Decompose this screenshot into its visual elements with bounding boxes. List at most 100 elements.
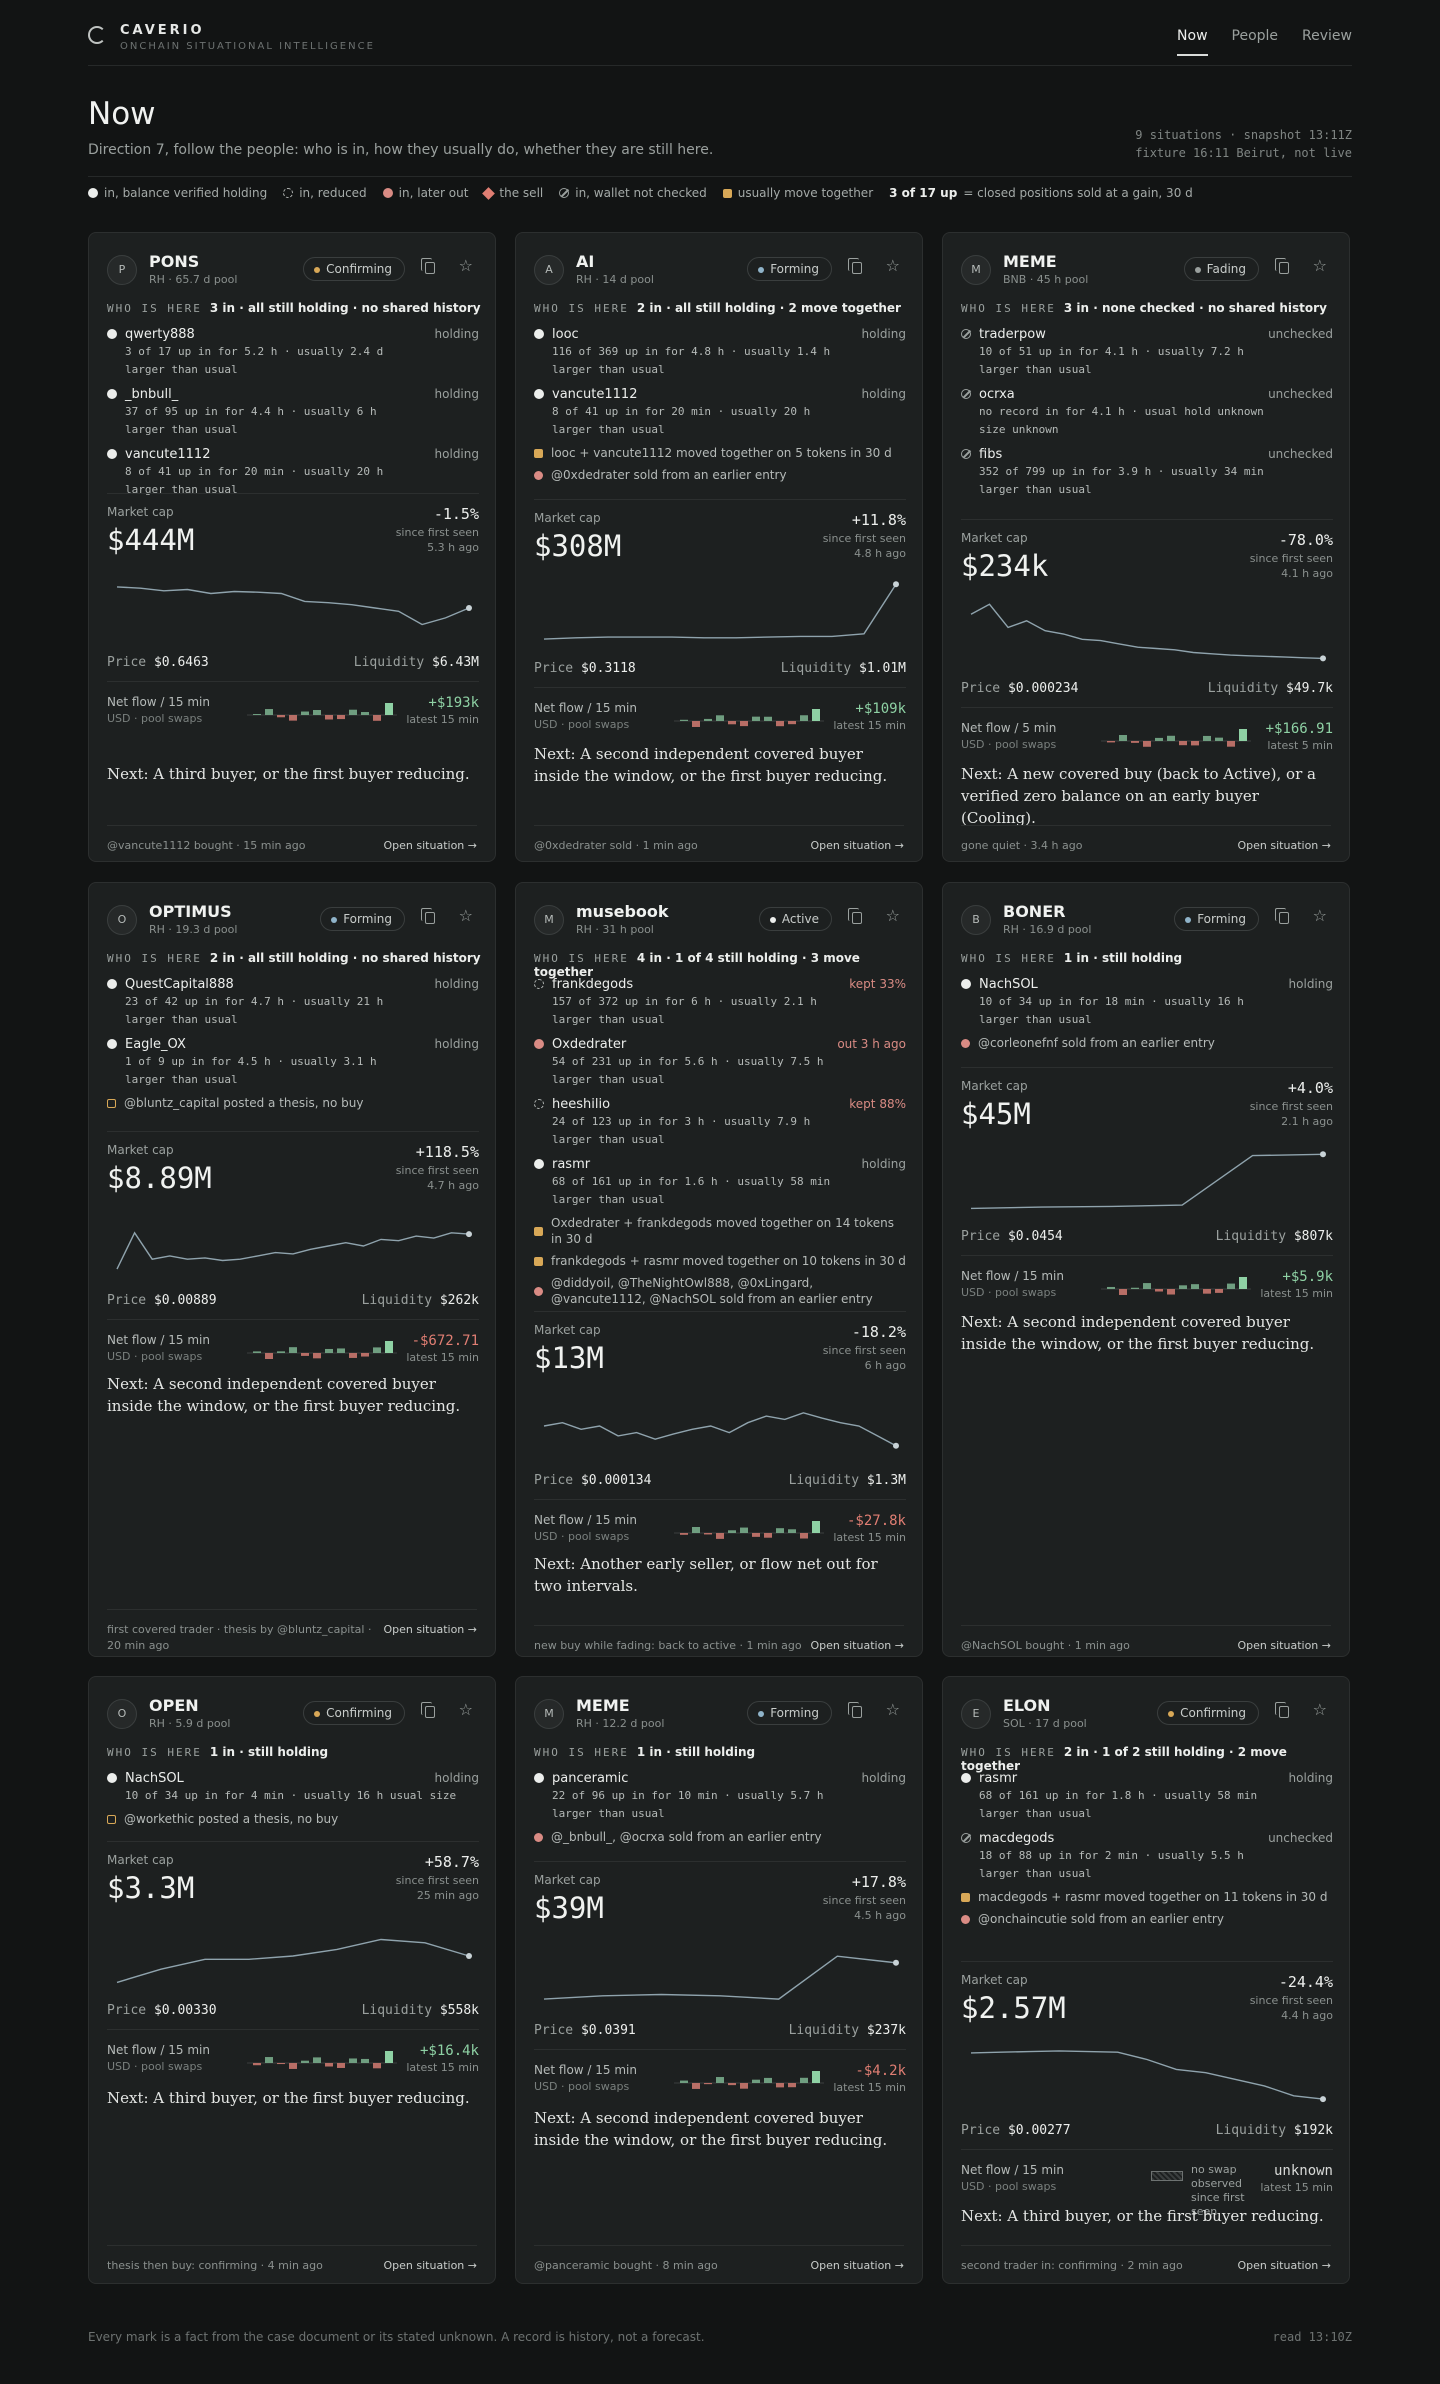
situation-card-ai[interactable]: A AI RH · 14 d pool Forming ☆ WHO IS HERE 2 in… — [515, 232, 923, 862]
copy-icon[interactable] — [848, 1702, 862, 1718]
copy-icon[interactable] — [1275, 908, 1289, 924]
trader-name[interactable]: QuestCapital888 — [125, 976, 234, 992]
situation-card-pons[interactable]: P PONS RH · 65.7 d pool Confirming ☆ WHO IS H… — [88, 232, 496, 862]
holding-status-icon — [961, 1833, 971, 1843]
trader-name[interactable]: heeshilio — [552, 1096, 611, 1112]
price-liquidity-row: Price $0.6463 Liquidity $6.43M — [107, 655, 479, 670]
person-row[interactable]: vancute1112 holding 8 of 41 up in for 20 … — [107, 445, 479, 499]
trader-name[interactable]: NachSOL — [979, 976, 1038, 992]
person-row[interactable]: Oxdedrater out 3 h ago 54 of 231 up in fo… — [534, 1035, 906, 1089]
trader-name[interactable]: NachSOL — [125, 1770, 184, 1786]
flow-sub: USD · pool swaps — [961, 2180, 1057, 2193]
price-sparkline[interactable] — [107, 567, 479, 647]
price-sparkline[interactable] — [534, 1385, 906, 1465]
trader-name[interactable]: traderpow — [979, 326, 1046, 342]
open-situation-link[interactable]: Open situation → — [810, 1639, 904, 1652]
not-checked-icon — [559, 188, 570, 198]
trader-name[interactable]: rasmr — [979, 1770, 1018, 1786]
next-condition: Next: A third buyer, or the first buyer … — [961, 2207, 1324, 2225]
trader-name[interactable]: frankdegods — [552, 976, 634, 992]
nav-now[interactable]: Now — [1177, 28, 1208, 56]
situation-card-meme[interactable]: M MEME BNB · 45 h pool Fading ☆ WHO IS HERE 3 … — [942, 232, 1350, 862]
situation-note: @0xdedrater sold from an earlier entry — [534, 467, 906, 483]
person-row[interactable]: qwerty888 holding 3 of 17 up in for 5.2 h… — [107, 325, 479, 379]
trader-name[interactable]: Oxdedrater — [552, 1036, 627, 1052]
person-row[interactable]: NachSOL holding 10 of 34 up in for 18 min… — [961, 975, 1333, 1029]
trader-name[interactable]: rasmr — [552, 1156, 591, 1172]
copy-icon[interactable] — [1275, 258, 1289, 274]
flow-bar — [680, 2080, 688, 2083]
open-situation-link[interactable]: Open situation → — [1237, 1639, 1331, 1652]
copy-icon[interactable] — [848, 908, 862, 924]
flow-bar — [680, 719, 688, 721]
star-icon[interactable]: ☆ — [458, 906, 473, 925]
price-sparkline[interactable] — [961, 1141, 1333, 1221]
trader-name[interactable]: vancute1112 — [125, 446, 211, 462]
person-row[interactable]: vancute1112 holding 8 of 41 up in for 20 … — [534, 385, 906, 439]
person-row[interactable]: rasmr holding 68 of 161 up in for 1.6 h ·… — [534, 1155, 906, 1209]
price-sparkline[interactable] — [961, 593, 1333, 673]
star-icon[interactable]: ☆ — [458, 256, 473, 275]
price-sparkline[interactable] — [534, 573, 906, 653]
situation-card-optimus[interactable]: O OPTIMUS RH · 19.3 d pool Forming ☆ WHO IS H… — [88, 882, 496, 1657]
person-row[interactable]: looc holding 116 of 369 up in for 4.8 h ·… — [534, 325, 906, 379]
open-situation-link[interactable]: Open situation → — [383, 839, 477, 852]
price-sparkline[interactable] — [534, 1935, 906, 2015]
nav-review[interactable]: Review — [1302, 28, 1352, 44]
situation-card-elon[interactable]: E ELON SOL · 17 d pool Confirming ☆ WHO IS HE… — [942, 1676, 1350, 2284]
next-condition: Next: A second independent covered buyer… — [107, 1375, 461, 1415]
situation-card-open[interactable]: O OPEN RH · 5.9 d pool Confirming ☆ WHO IS HE… — [88, 1676, 496, 2284]
star-icon[interactable]: ☆ — [1312, 906, 1327, 925]
flow-label: Net flow / 15 min — [534, 2063, 637, 2077]
star-icon[interactable]: ☆ — [885, 256, 900, 275]
read-time: read 13:10Z — [1272, 2330, 1352, 2344]
situation-card-meme[interactable]: M MEME RH · 12.2 d pool Forming ☆ WHO IS HERE… — [515, 1676, 923, 2284]
open-situation-link[interactable]: Open situation → — [810, 2259, 904, 2272]
person-row[interactable]: traderpow unchecked 10 of 51 up in for 4.… — [961, 325, 1333, 379]
person-row[interactable]: QuestCapital888 holding 23 of 42 up in fo… — [107, 975, 479, 1029]
price-sparkline[interactable] — [961, 2035, 1333, 2115]
person-row[interactable]: heeshilio kept 88% 24 of 123 up in for 3 … — [534, 1095, 906, 1149]
trader-name[interactable]: looc — [552, 326, 579, 342]
person-row[interactable]: rasmr holding 68 of 161 up in for 1.8 h ·… — [961, 1769, 1333, 1823]
star-icon[interactable]: ☆ — [885, 906, 900, 925]
price-sparkline[interactable] — [107, 1205, 479, 1285]
copy-icon[interactable] — [421, 258, 435, 274]
trader-name[interactable]: vancute1112 — [552, 386, 638, 402]
since-label: since first seen — [1249, 552, 1333, 565]
person-row[interactable]: macdegods unchecked 18 of 88 up in for 2 … — [961, 1829, 1333, 1883]
star-icon[interactable]: ☆ — [458, 1700, 473, 1719]
person-row[interactable]: fibs unchecked 352 of 799 up in for 3.9 h… — [961, 445, 1333, 499]
trader-name[interactable]: _bnbull_ — [125, 386, 179, 402]
person-row[interactable]: frankdegods kept 33% 157 of 372 up in for… — [534, 975, 906, 1029]
person-row[interactable]: NachSOL holding 10 of 34 up in for 4 min … — [107, 1769, 479, 1805]
situation-card-boner[interactable]: B BONER RH · 16.9 d pool Forming ☆ WHO IS HER… — [942, 882, 1350, 1657]
who-label: WHO IS HERE — [107, 952, 202, 965]
price-sparkline[interactable] — [107, 1915, 479, 1995]
open-situation-link[interactable]: Open situation → — [1237, 2259, 1331, 2272]
trader-name[interactable]: panceramic — [552, 1770, 629, 1786]
open-situation-link[interactable]: Open situation → — [383, 1623, 477, 1636]
open-situation-link[interactable]: Open situation → — [383, 2259, 477, 2272]
copy-icon[interactable] — [421, 908, 435, 924]
person-row[interactable]: _bnbull_ holding 37 of 95 up in for 4.4 h… — [107, 385, 479, 439]
open-situation-link[interactable]: Open situation → — [1237, 839, 1331, 852]
star-icon[interactable]: ☆ — [1312, 256, 1327, 275]
person-row[interactable]: Eagle_OX holding 1 of 9 up in for 4.5 h ·… — [107, 1035, 479, 1089]
person-row[interactable]: ocrxa unchecked no record in for 4.1 h · … — [961, 385, 1333, 439]
star-icon[interactable]: ☆ — [1312, 1700, 1327, 1719]
trader-name[interactable]: fibs — [979, 446, 1003, 462]
trader-name[interactable]: qwerty888 — [125, 326, 195, 342]
open-situation-link[interactable]: Open situation → — [810, 839, 904, 852]
star-icon[interactable]: ☆ — [885, 1700, 900, 1719]
market-cap-label: Market cap — [107, 505, 174, 519]
copy-icon[interactable] — [1275, 1702, 1289, 1718]
copy-icon[interactable] — [421, 1702, 435, 1718]
copy-icon[interactable] — [848, 258, 862, 274]
trader-name[interactable]: macdegods — [979, 1830, 1055, 1846]
nav-people[interactable]: People — [1231, 28, 1279, 44]
trader-name[interactable]: Eagle_OX — [125, 1036, 186, 1052]
trader-name[interactable]: ocrxa — [979, 386, 1015, 402]
person-row[interactable]: panceramic holding 22 of 96 up in for 10 … — [534, 1769, 906, 1823]
